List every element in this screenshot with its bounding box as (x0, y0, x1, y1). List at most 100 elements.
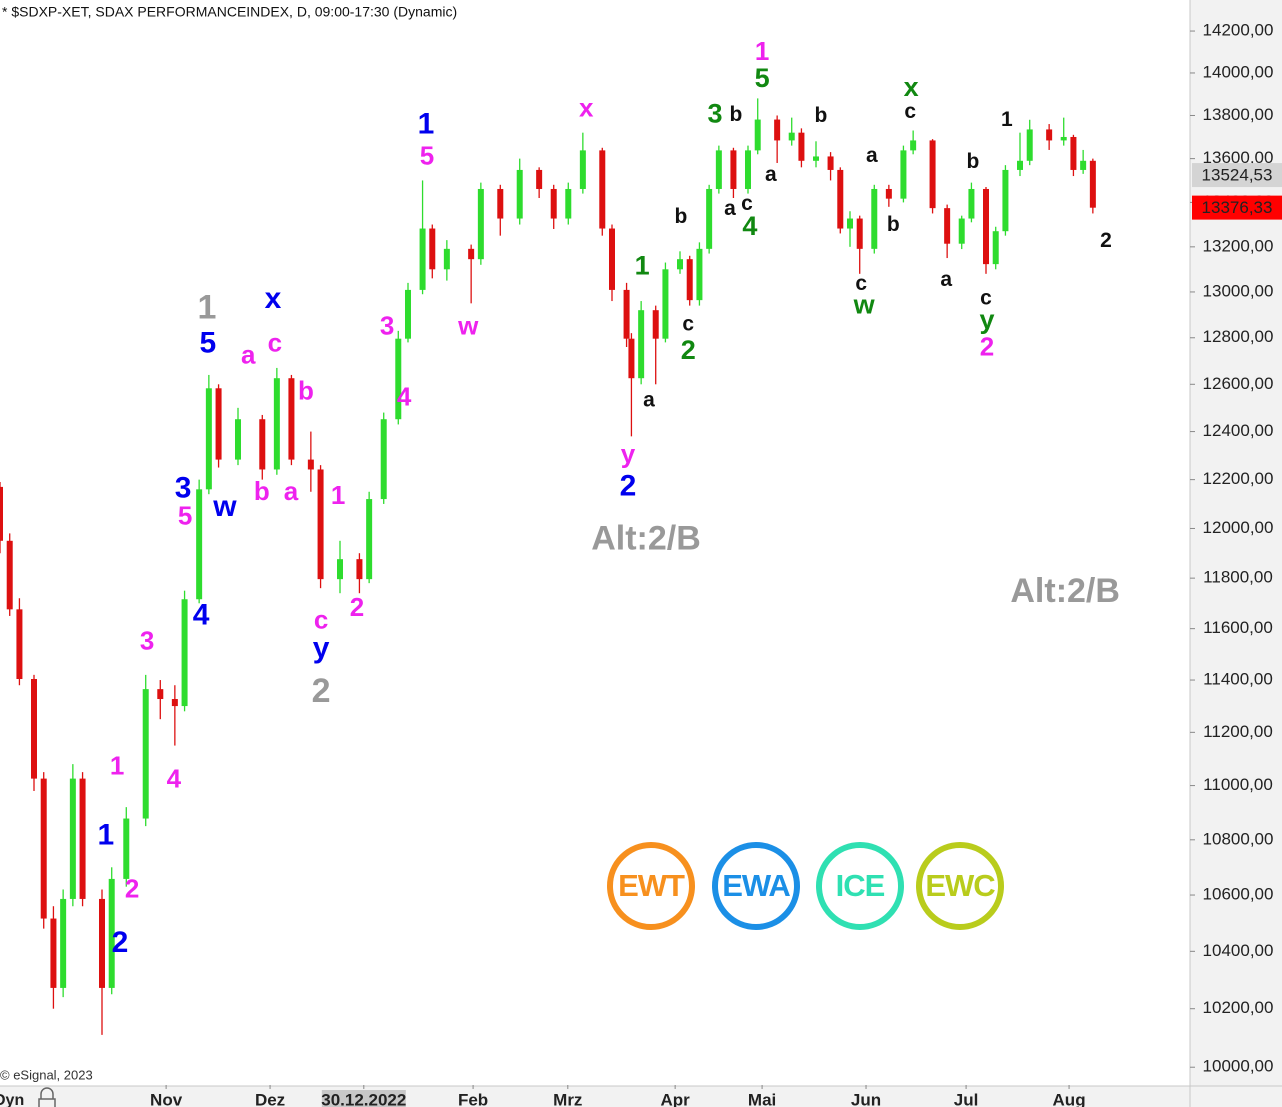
candle-body (429, 228, 436, 270)
candle-body (356, 559, 363, 580)
wave-label: w (212, 490, 237, 523)
candle-body (1060, 136, 1067, 141)
y-tick-label: 10000,00 (1203, 1057, 1274, 1076)
candle-body (477, 188, 484, 260)
candle-body (99, 898, 105, 988)
wave-label: 2 (312, 672, 331, 710)
candle-body (929, 140, 936, 209)
y-tick-label: 11800,00 (1203, 568, 1273, 587)
y-tick-label: 10800,00 (1203, 829, 1274, 848)
candle-body (16, 609, 23, 680)
wave-label: 3 (707, 99, 722, 129)
y-tick-label: 12800,00 (1203, 327, 1274, 346)
candle-body (443, 248, 450, 270)
wave-label: a (284, 476, 299, 506)
candle-body (677, 259, 683, 270)
candle-body (337, 559, 343, 580)
wave-label: w (853, 290, 876, 320)
candle-body (40, 778, 47, 919)
price-label-box (1192, 195, 1282, 220)
x-tick-label: 30.12.2022 (321, 1090, 406, 1107)
candle-body (910, 140, 917, 151)
candle-body (380, 419, 387, 500)
candle-body (123, 818, 130, 879)
candle-body (1080, 160, 1087, 170)
wave-label: c (682, 313, 694, 336)
candle-body (317, 469, 324, 580)
wave-label: 1 (1001, 108, 1013, 131)
wave-label: a (765, 163, 777, 186)
candle-body (288, 378, 295, 460)
wave-label: x (265, 282, 282, 315)
candle-body (171, 699, 178, 707)
wave-label: 4 (742, 211, 757, 241)
price-label: 13376,33 (1202, 198, 1273, 217)
wave-label: c (904, 100, 916, 123)
candle-body (157, 689, 164, 700)
wave-label: Alt:2/B (1010, 572, 1120, 610)
x-tick-label: Aug (1053, 1090, 1086, 1107)
candle-body (992, 231, 999, 265)
candle-body (108, 878, 115, 988)
wave-label: 5 (200, 327, 217, 360)
candle-body (405, 289, 411, 339)
lock-body (38, 1098, 56, 1107)
x-tick-label: Jun (851, 1090, 881, 1107)
wave-label: 2 (125, 874, 139, 904)
wave-label: 3 (380, 311, 394, 341)
x-tick-label: Jul (954, 1090, 979, 1107)
wave-label: 1 (331, 480, 345, 510)
credit: © eSignal, 2023 (0, 1067, 93, 1082)
wave-label: x (904, 72, 919, 102)
wave-label: 3 (175, 471, 192, 504)
wave-label: a (724, 197, 736, 220)
candle-body (706, 188, 713, 249)
y-tick-label: 12200,00 (1203, 469, 1274, 488)
cursor-date-box (321, 1090, 406, 1107)
wave-label: 4 (193, 598, 210, 631)
price-label: 13524,53 (1202, 166, 1273, 185)
candle-body (31, 679, 37, 779)
wave-label: Alt:2/B (591, 520, 701, 558)
candle-body (628, 338, 635, 379)
y-tick-label: 13800,00 (1203, 105, 1274, 124)
candle-body (730, 150, 737, 189)
y-tick-label: 13000,00 (1203, 281, 1274, 300)
candle-body (900, 150, 907, 199)
x-tick-label: Feb (458, 1090, 488, 1107)
candle-body (1070, 136, 1077, 170)
candle-body (944, 208, 951, 244)
candle-body (968, 188, 975, 219)
wave-label: b (254, 476, 270, 506)
price-label-box (1192, 163, 1282, 188)
y-tick-label: 11400,00 (1203, 670, 1273, 689)
candle-body (196, 489, 203, 600)
candle-body (1026, 129, 1033, 161)
candle-body (662, 269, 669, 339)
candle-body (1089, 160, 1096, 208)
candle-body (79, 778, 86, 899)
wave-label: 1 (197, 288, 216, 326)
wave-label: a (866, 144, 878, 167)
candle-body (837, 169, 844, 229)
candle-body (516, 169, 523, 219)
wave-label: x (579, 92, 594, 122)
wave-label: 4 (167, 763, 182, 793)
candle-body (827, 156, 834, 170)
wave-label: c (314, 604, 328, 634)
wave-label: b (814, 104, 827, 127)
wave-label: c (268, 328, 282, 358)
candle-body (638, 310, 645, 379)
candle-body (69, 778, 76, 899)
wave-label: y (621, 438, 636, 468)
candle-body (686, 259, 693, 301)
x-tick-label: Mai (748, 1090, 776, 1107)
candle-body (745, 150, 751, 189)
logo-ring (607, 842, 695, 930)
candle-body (565, 188, 572, 219)
candle-body (1017, 160, 1023, 170)
y-tick-label: 12600,00 (1203, 374, 1274, 393)
candle-body (395, 338, 402, 420)
